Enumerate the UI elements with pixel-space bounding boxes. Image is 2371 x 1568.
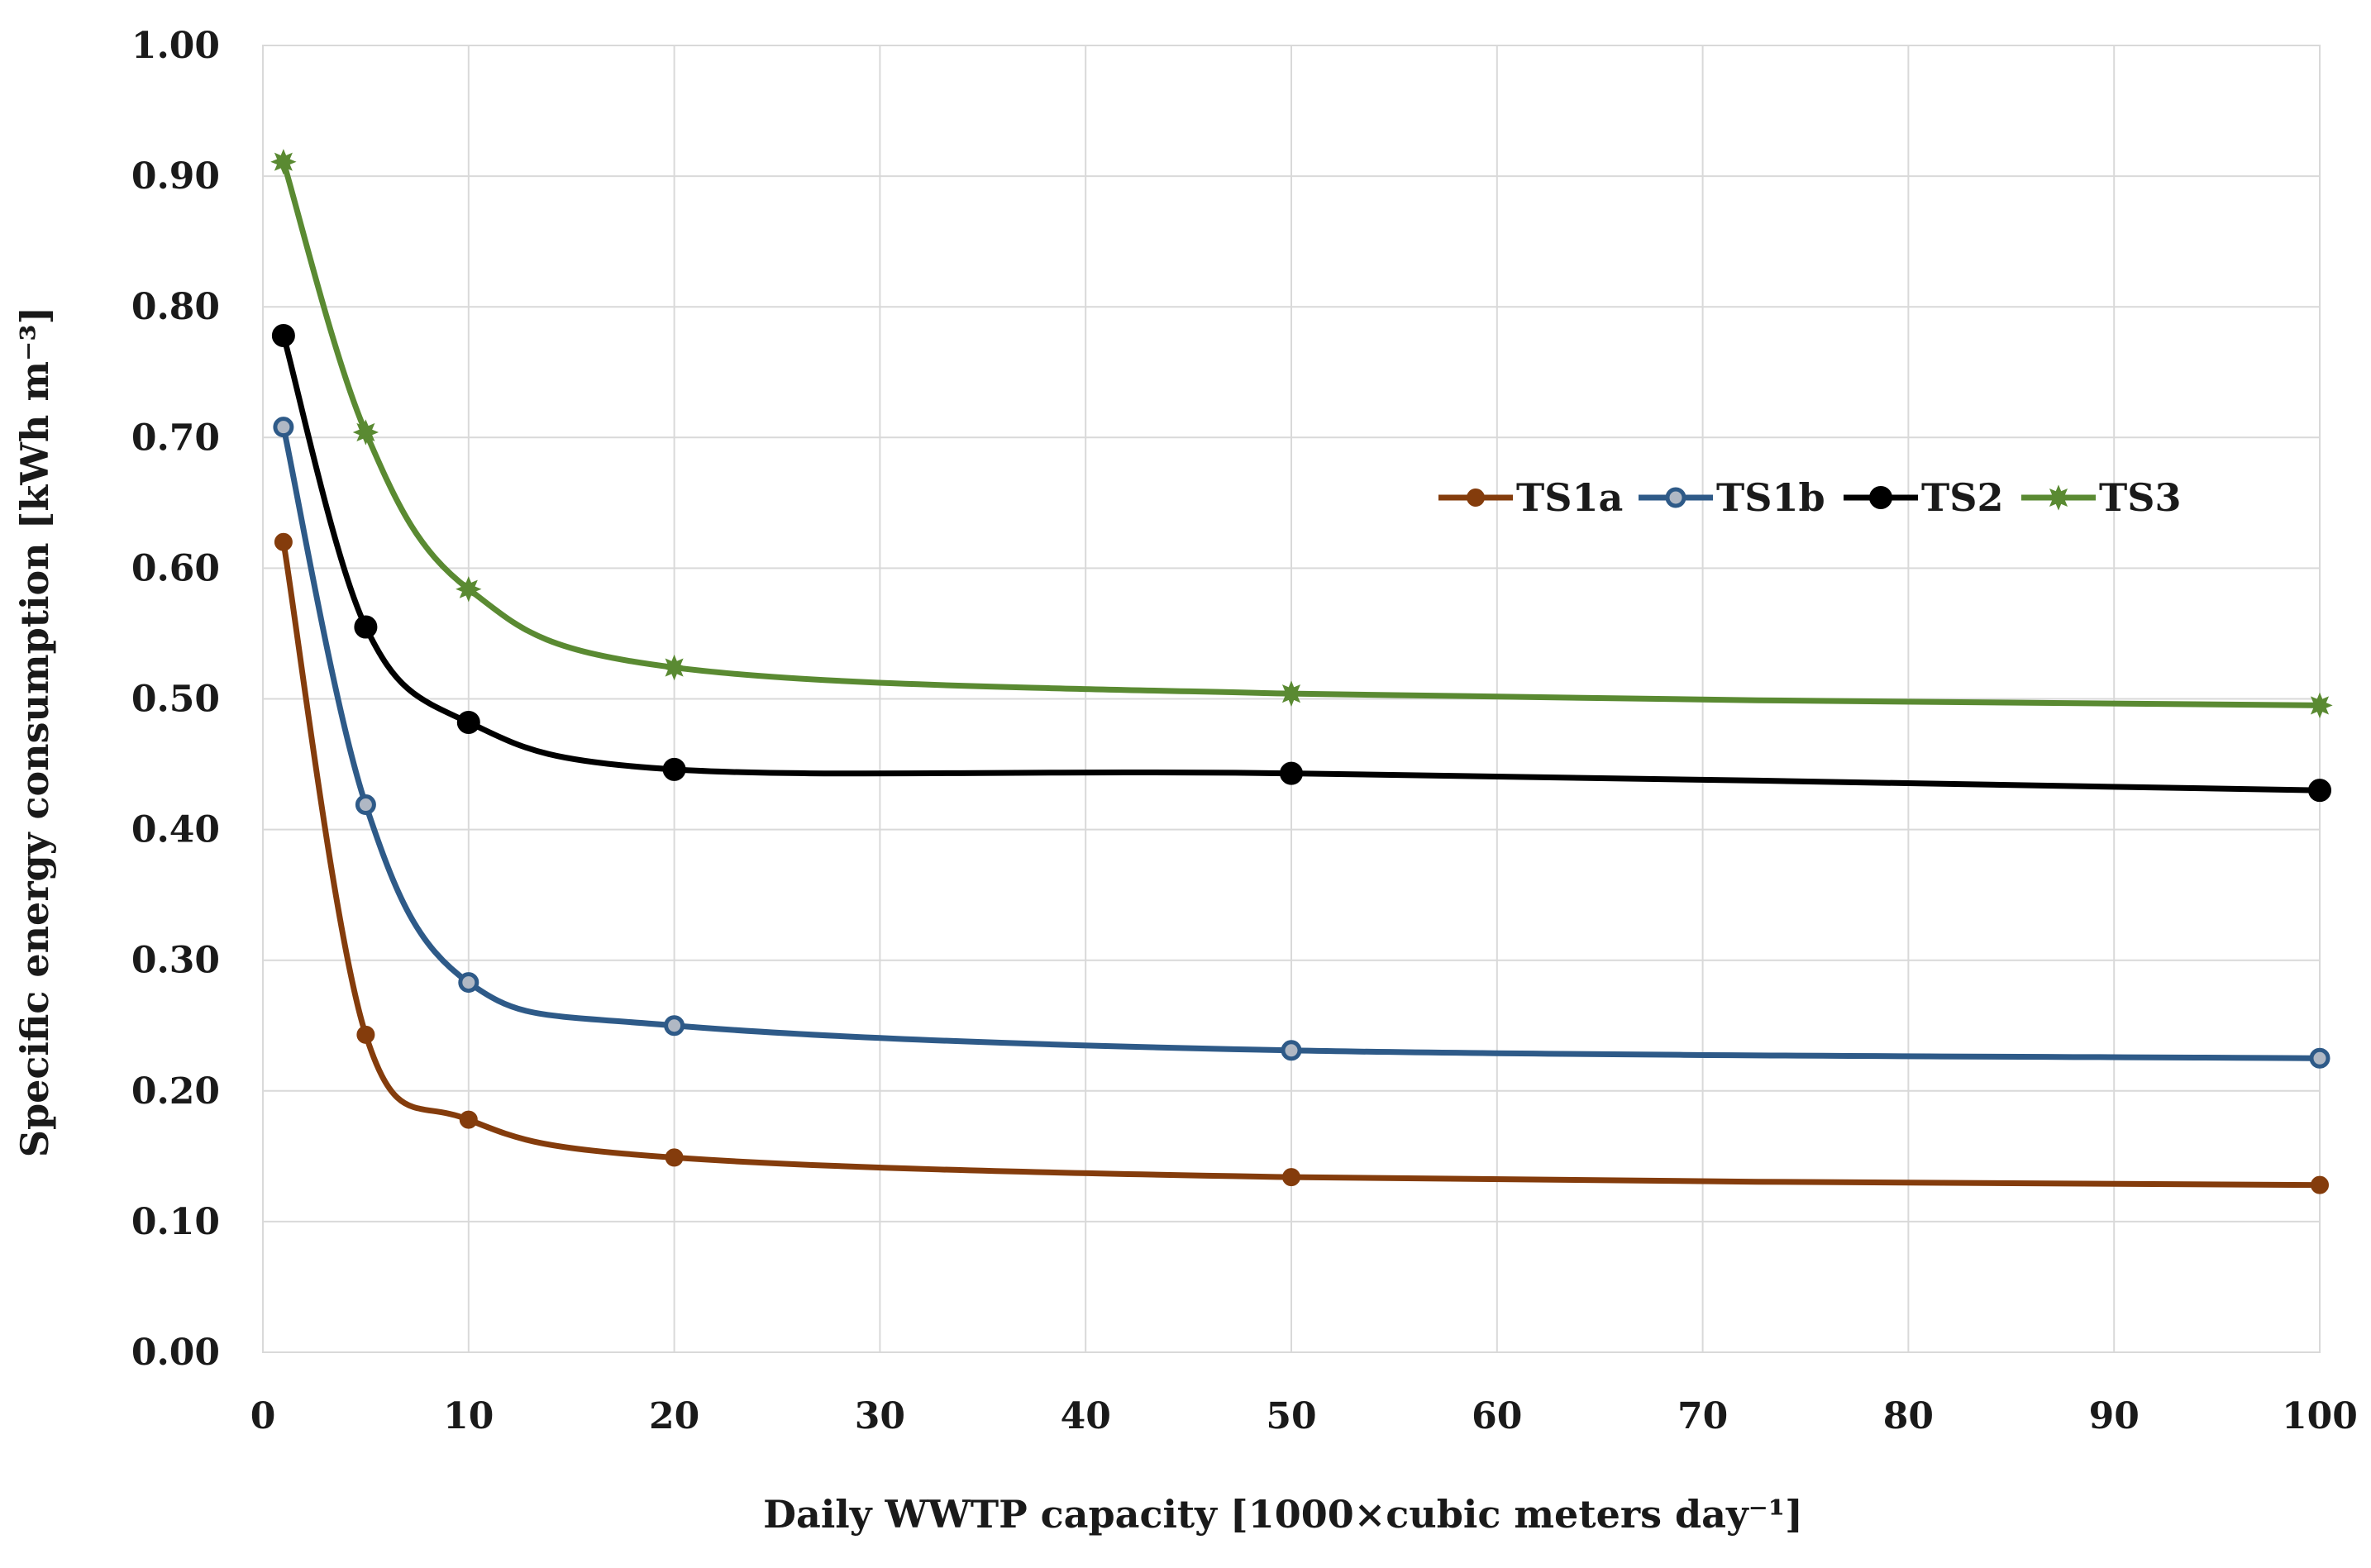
data-point-ts2 [1280,761,1303,785]
series-lines [270,149,2333,1194]
y-tick-label: 0.50 [131,679,220,721]
series-ts1a [274,532,2329,1194]
data-point-ts1b [1281,1040,1302,1061]
y-tick-label: 0.30 [131,940,220,982]
series-ts1b [273,417,2330,1069]
x-tick-label: 30 [855,1395,905,1437]
y-tick-label: 0.70 [131,417,220,459]
x-tick-label: 100 [2282,1395,2358,1437]
data-point-ts1a [356,1025,375,1044]
data-point-ts1a [1282,1168,1300,1187]
y-tick-label: 0.80 [131,286,220,328]
x-tick-label: 0 [250,1395,276,1437]
y-tick-label: 1.00 [131,25,220,67]
y-tick-label: 0.00 [131,1332,220,1374]
legend-marker-ts2 [1869,486,1892,509]
series-line-ts1a [280,539,2323,1189]
series-ts2 [271,323,2331,803]
y-tick-label: 0.40 [131,809,220,851]
legend-label-ts1a: TS1a [1516,475,1623,520]
data-point-ts3 [2307,692,2333,719]
legend-label-ts3: TS3 [2099,475,2181,520]
data-point-ts2 [271,323,295,347]
data-point-ts2 [662,757,686,781]
legend-item-ts1b: TS1b [1639,475,1825,520]
data-point-ts3 [456,576,482,603]
x-tick-label: 90 [2089,1395,2140,1437]
series-line-ts3 [280,159,2323,708]
data-point-ts1b [273,417,294,438]
data-point-ts2 [2308,779,2331,803]
data-point-ts1a [459,1110,478,1129]
data-point-ts2 [456,710,480,734]
data-point-ts2 [354,615,378,639]
data-point-ts1b [664,1015,685,1037]
data-point-ts3 [270,149,297,175]
x-tick-label: 70 [1677,1395,1728,1437]
legend-item-ts1a: TS1a [1438,475,1623,520]
data-point-ts1a [2311,1175,2329,1194]
data-point-ts3 [352,419,379,446]
data-point-ts1a [274,532,293,551]
x-tick-label: 80 [1883,1395,1934,1437]
data-point-ts1b [458,972,479,994]
x-axis-ticks: 0 10 20 30 40 50 60 70 80 90 100 [250,1395,2358,1437]
data-point-ts1b [355,794,376,816]
x-tick-label: 60 [1472,1395,1522,1437]
y-tick-label: 0.20 [131,1070,220,1113]
legend-marker-ts1b [1665,487,1686,508]
legend: TS1a TS1b TS2 TS3 [1438,475,2181,520]
data-point-ts3 [1278,680,1305,707]
y-tick-label: 0.90 [131,155,220,198]
series-line-ts2 [280,332,2323,794]
legend-label-ts1b: TS1b [1716,475,1825,520]
y-axis-ticks: 0.00 0.10 0.20 0.30 0.40 0.50 0.60 0.70 0.80 0.90… [131,25,220,1374]
data-point-ts1a [665,1148,684,1167]
data-point-ts1b [2309,1047,2330,1069]
data-point-ts3 [661,654,688,681]
x-tick-label: 20 [649,1395,699,1437]
series-ts3 [270,149,2333,719]
x-tick-label: 50 [1266,1395,1316,1437]
x-tick-label: 10 [443,1395,494,1437]
legend-item-ts2: TS2 [1844,475,2003,520]
legend-label-ts2: TS2 [1921,475,2003,520]
legend-marker-ts1a [1467,489,1485,507]
x-tick-label: 40 [1061,1395,1111,1437]
legend-item-ts3: TS3 [2021,475,2181,520]
series-line-ts1b [280,424,2323,1061]
x-axis-title: Daily WWTP capacity [1000×cubic meters d… [763,1492,1803,1537]
y-tick-label: 0.60 [131,547,220,589]
y-tick-label: 0.10 [131,1201,220,1243]
y-axis-title: Specific energy consumption [kWh m⁻³] [12,307,57,1158]
legend-marker-ts3 [2045,484,2072,511]
